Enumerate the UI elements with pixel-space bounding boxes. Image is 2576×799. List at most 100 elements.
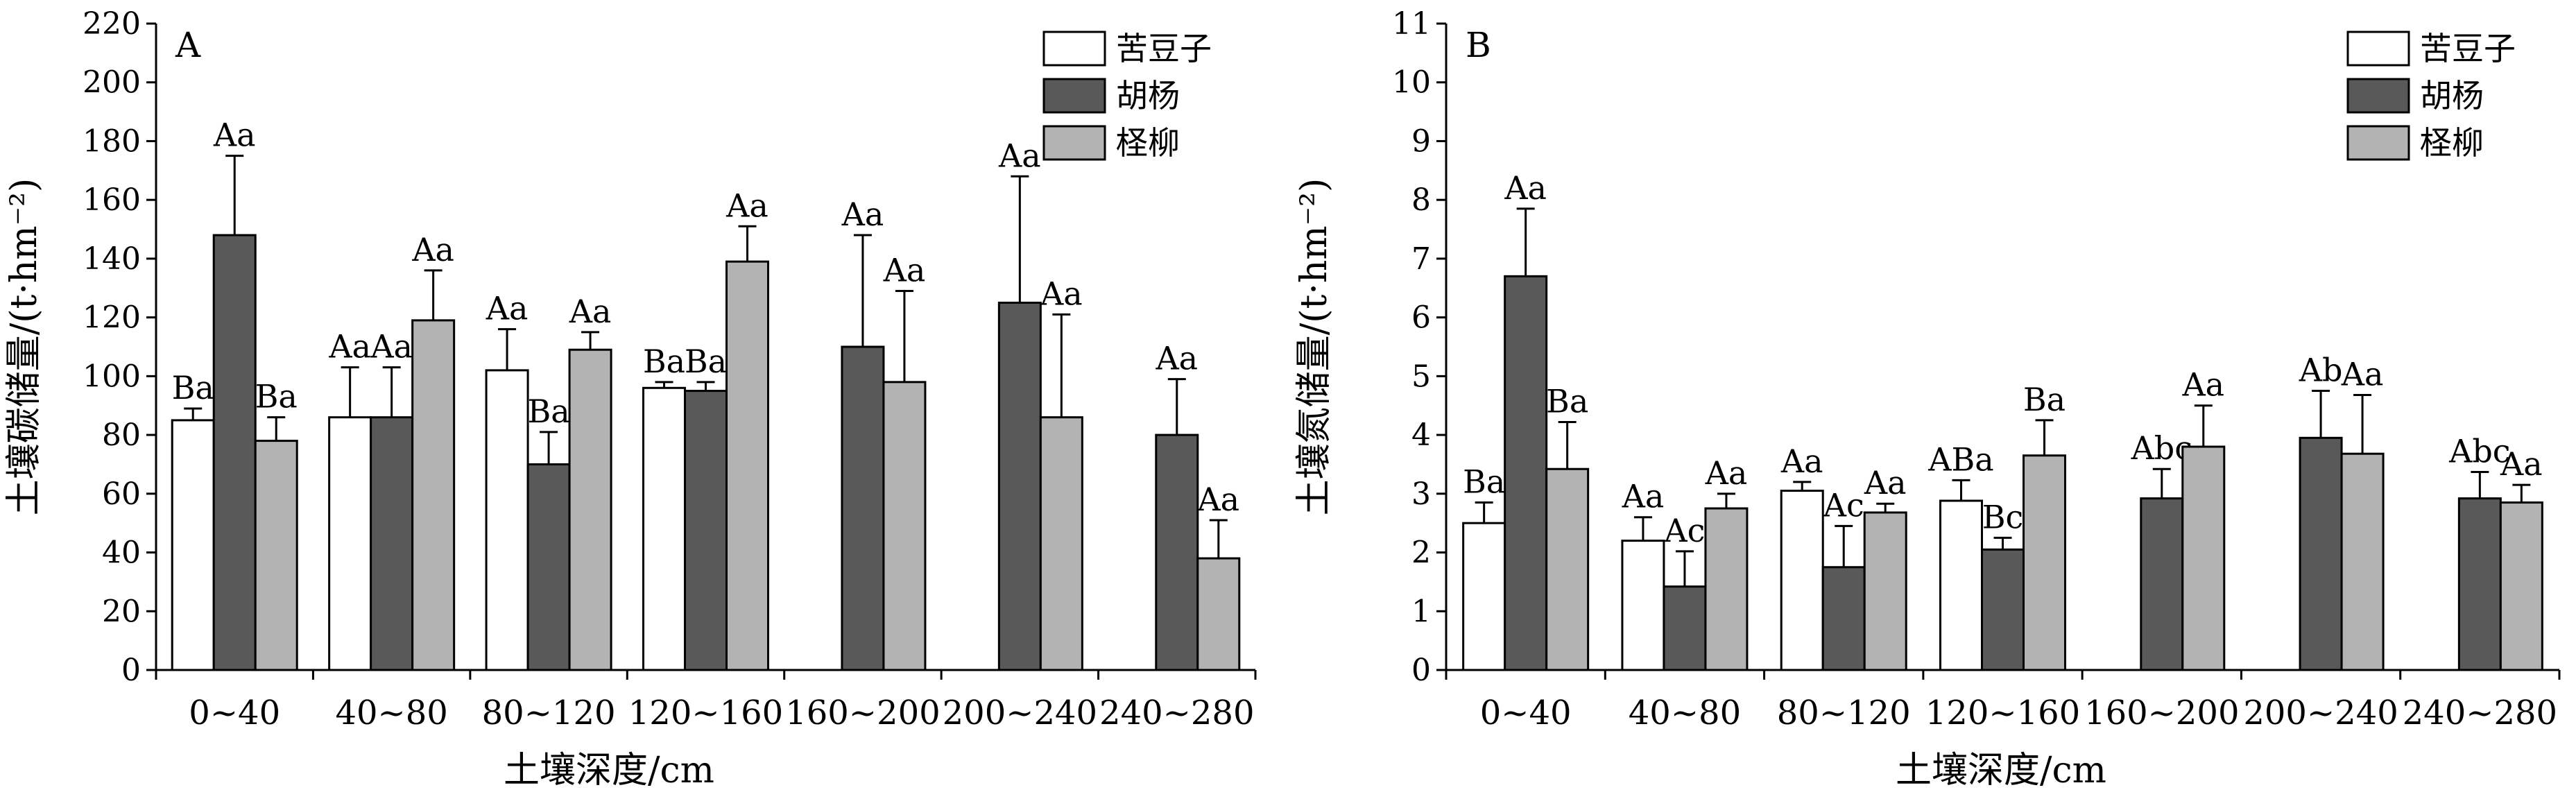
significance-label: Aa — [2181, 366, 2224, 404]
y-tick-label: 40 — [102, 535, 141, 571]
x-tick-label: 0~40 — [189, 694, 280, 732]
x-tick-label: 200~240 — [2243, 694, 2398, 732]
legend-swatch — [2346, 78, 2410, 114]
significance-label: Aa — [725, 187, 768, 224]
y-axis-title: 土壤碳储量/(t·hm⁻²) — [3, 178, 45, 516]
bar — [171, 419, 215, 671]
x-tick-label: 120~160 — [1925, 694, 2080, 732]
significance-label: Aa — [1155, 340, 1198, 377]
y-tick-label: 200 — [83, 65, 141, 101]
y-tick-label: 4 — [1411, 418, 1431, 453]
significance-label: Aa — [1196, 481, 1239, 518]
y-tick-label: 220 — [83, 6, 141, 42]
bar — [1155, 433, 1199, 671]
chart-panel-a: 0 20 40 60 80 100 120 140 160 180 200 220 0~40 40~80 8… — [3, 6, 1257, 791]
significance-label: Aa — [411, 231, 454, 268]
y-tick-label: 160 — [83, 182, 141, 218]
legend-swatch — [1042, 31, 1106, 67]
x-axis-title: 土壤深度/cm — [504, 750, 714, 791]
y-tick-label: 120 — [83, 300, 141, 336]
bar — [254, 440, 298, 671]
y-tick-label: 8 — [1411, 182, 1431, 218]
y-tick-label: 1 — [1411, 594, 1431, 629]
bar — [1504, 275, 1548, 671]
legend-swatch — [2346, 31, 2410, 67]
y-tick-label: 180 — [83, 123, 141, 159]
legend-label: 柽柳 — [2420, 124, 2484, 162]
bar — [1663, 585, 1707, 671]
x-tick-label: 200~240 — [943, 694, 1097, 732]
bar — [411, 319, 456, 671]
legend-swatch — [1042, 125, 1106, 161]
significance-label: Aa — [883, 252, 926, 289]
y-tick-label: 0 — [121, 653, 141, 688]
bar — [1863, 511, 1907, 671]
bar — [1196, 557, 1241, 671]
y-tick-label: 20 — [102, 594, 141, 629]
bar — [568, 348, 612, 671]
chart-panel-b: 0 1 2 3 4 5 6 7 8 9 10 11 0~40 40~80 80~120 120~160 160~… — [1294, 6, 2561, 791]
x-tick-label: 80~120 — [1777, 694, 1911, 732]
y-tick-label: 11 — [1392, 6, 1431, 42]
y-tick-label: 0 — [1411, 653, 1431, 688]
significance-label: Aa — [2500, 445, 2543, 483]
x-tick-label: 120~160 — [628, 694, 783, 732]
bar — [1462, 522, 1506, 671]
x-tick-label: 0~40 — [1480, 694, 1572, 732]
x-tick-label: 240~280 — [1099, 694, 1254, 732]
bar — [370, 416, 414, 671]
bar — [212, 234, 257, 671]
bar — [997, 301, 1042, 671]
y-tick-label: 140 — [83, 241, 141, 277]
significance-label: Ba — [685, 343, 727, 380]
panel-label: B — [1466, 25, 1491, 65]
significance-label: Aa — [569, 293, 612, 330]
y-tick-label: 9 — [1411, 123, 1431, 159]
bar — [1780, 490, 1824, 671]
panel-label: A — [175, 25, 201, 65]
significance-label: Ba — [643, 343, 685, 380]
significance-label: Ba — [2023, 381, 2066, 418]
legend-label: 苦豆子 — [1116, 30, 1212, 67]
x-tick-label: 240~280 — [2403, 694, 2557, 732]
bar — [882, 381, 927, 671]
y-tick-label: 80 — [102, 418, 141, 453]
significance-label: Aa — [1622, 478, 1665, 515]
bar — [2340, 452, 2385, 671]
significance-label: Aa — [486, 290, 529, 327]
bar — [328, 416, 372, 671]
significance-label: Aa — [1705, 454, 1748, 492]
bar — [485, 369, 529, 671]
y-tick-label: 7 — [1411, 241, 1431, 277]
bar — [2181, 445, 2226, 671]
significance-label: Aa — [1040, 275, 1083, 312]
bar — [1981, 548, 2025, 671]
significance-label: Aa — [1780, 443, 1823, 480]
significance-label: Ac — [1663, 512, 1705, 549]
bar — [684, 390, 728, 671]
bar — [841, 345, 885, 671]
y-tick-label: 6 — [1411, 300, 1431, 336]
bar — [2023, 454, 2066, 671]
bar — [2140, 497, 2184, 671]
y-tick-label: 5 — [1411, 359, 1431, 394]
bar — [526, 463, 571, 671]
bar — [1939, 499, 1983, 671]
bar — [1821, 566, 1866, 671]
significance-label: Ba — [527, 393, 569, 430]
legend-label: 苦豆子 — [2420, 30, 2516, 67]
y-tick-label: 100 — [83, 359, 141, 394]
significance-label: Aa — [998, 137, 1041, 174]
significance-label: Bc — [1982, 498, 2024, 535]
y-tick-label: 60 — [102, 476, 141, 512]
significance-label: Aa — [328, 328, 371, 366]
significance-label: Aa — [1864, 464, 1907, 501]
significance-label: Ac — [1823, 486, 1864, 524]
significance-label: Aa — [2341, 355, 2384, 393]
legend-swatch — [1042, 78, 1106, 114]
significance-label: Aa — [370, 328, 413, 366]
x-tick-label: 80~120 — [482, 694, 616, 732]
significance-label: Aa — [213, 117, 256, 154]
bar — [2499, 501, 2543, 671]
significance-label: Ba — [1463, 463, 1505, 501]
